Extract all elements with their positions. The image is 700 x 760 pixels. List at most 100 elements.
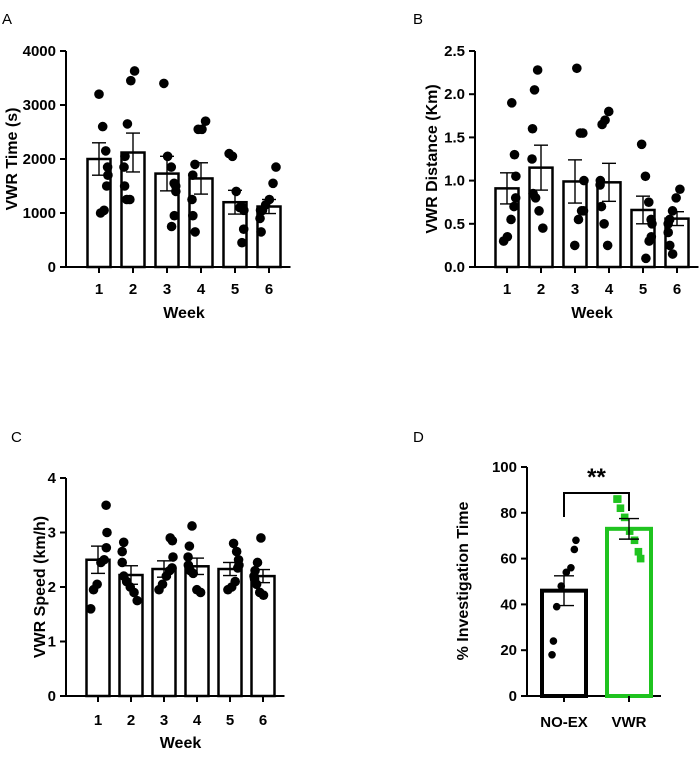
data-point <box>510 193 521 203</box>
y-axis-title: VWR Time (s) <box>4 108 21 211</box>
data-point <box>549 637 558 645</box>
data-point <box>256 227 266 237</box>
x-tick-label: VWR <box>612 714 647 731</box>
x-tick-label: NO-EX <box>540 714 588 731</box>
data-point <box>171 186 181 197</box>
data-point <box>511 171 521 182</box>
data-point <box>268 178 278 189</box>
data-point <box>643 197 654 207</box>
data-point <box>569 240 580 251</box>
data-point <box>195 587 206 598</box>
data-point <box>573 214 584 225</box>
data-point <box>671 193 681 203</box>
x-tick-label: 5 <box>639 281 647 298</box>
x-tick-label: 4 <box>605 281 614 298</box>
data-point <box>530 193 541 203</box>
data-point <box>169 210 180 221</box>
panel-b: B 0.0 0.5 1.0 1.5 2.0 2.5 1 2 3 4 5 6 VWR Distance (K… <box>413 11 699 322</box>
data-point <box>122 119 133 129</box>
data-point <box>228 538 239 549</box>
data-point <box>562 568 571 577</box>
significance-label: ** <box>587 464 606 491</box>
data-point <box>97 121 108 132</box>
data-point <box>125 194 135 205</box>
y-tick-label: 2000 <box>23 151 56 168</box>
y-tick-label: 0 <box>48 259 56 276</box>
panel-letter: A <box>2 11 12 28</box>
data-point <box>188 568 198 579</box>
data-point <box>527 154 537 164</box>
data-point <box>168 552 178 562</box>
data-point <box>117 557 128 568</box>
data-point <box>616 504 625 513</box>
x-tick-label: 3 <box>163 281 171 298</box>
y-axis-title: VWR Distance (Km) <box>424 84 441 233</box>
y-tick-label: 1 <box>48 634 56 651</box>
data-point <box>255 205 266 216</box>
x-tick-label: 3 <box>160 712 168 729</box>
data-point <box>102 527 112 538</box>
data-point <box>529 85 540 95</box>
data-point <box>576 206 587 216</box>
data-point <box>190 227 200 237</box>
data-point <box>599 219 609 229</box>
data-point <box>647 219 657 229</box>
data-point <box>187 194 197 205</box>
data-point <box>85 604 96 614</box>
data-point <box>567 563 575 572</box>
data-point <box>239 205 249 216</box>
data-point <box>88 584 99 595</box>
y-tick-label: 100 <box>492 459 517 476</box>
data-point <box>255 213 265 224</box>
data-point <box>187 521 197 531</box>
y-tick-label: 1.5 <box>444 129 465 146</box>
data-point <box>119 162 129 172</box>
y-tick-label: 4 <box>48 470 57 487</box>
y-tick-label: 60 <box>500 551 517 568</box>
x-axis-title: Week <box>571 305 613 322</box>
data-point <box>95 208 106 218</box>
data-point <box>119 181 130 191</box>
data-point <box>613 495 622 503</box>
x-tick-label: 6 <box>673 281 681 298</box>
data-point <box>187 170 198 180</box>
data-point <box>167 535 178 546</box>
panel-letter: B <box>413 11 423 28</box>
data-point <box>166 162 177 172</box>
data-point <box>636 554 645 563</box>
data-point <box>101 500 111 511</box>
x-tick-label: 3 <box>571 281 579 298</box>
data-point <box>101 181 112 191</box>
data-point <box>675 184 685 195</box>
x-tick-label: 4 <box>197 281 206 298</box>
y-axis-title: VWR Speed (km/h) <box>32 516 49 658</box>
data-point <box>572 63 582 74</box>
data-point <box>527 123 538 134</box>
data-point <box>602 240 613 251</box>
data-point <box>231 186 242 197</box>
data-point <box>538 223 548 233</box>
y-tick-label: 2 <box>48 579 56 596</box>
data-point <box>232 563 243 573</box>
data-point <box>570 545 579 554</box>
y-tick-label: 2.0 <box>444 86 465 103</box>
data-point <box>129 587 139 598</box>
x-tick-label: 1 <box>94 712 102 729</box>
panel-letter: C <box>11 429 22 446</box>
data-point <box>498 236 509 246</box>
data-point <box>117 546 127 557</box>
y-tick-label: 40 <box>500 596 517 613</box>
x-tick-label: 4 <box>193 712 202 729</box>
data-point <box>509 201 519 212</box>
x-tick-label: 1 <box>503 281 511 298</box>
panel-c: C 0 1 2 3 4 1 2 3 4 5 6 VWR Speed (km/h) Week <box>11 429 285 752</box>
data-point <box>183 552 193 562</box>
y-axis-title: % Investigation Time <box>455 501 472 660</box>
y-tick-label: 2.5 <box>444 43 465 60</box>
x-tick-label: 5 <box>231 281 239 298</box>
y-tick-label: 1.0 <box>444 173 465 190</box>
data-point <box>94 89 104 99</box>
y-tick-label: 20 <box>500 642 517 659</box>
significance-bracket <box>563 492 630 517</box>
